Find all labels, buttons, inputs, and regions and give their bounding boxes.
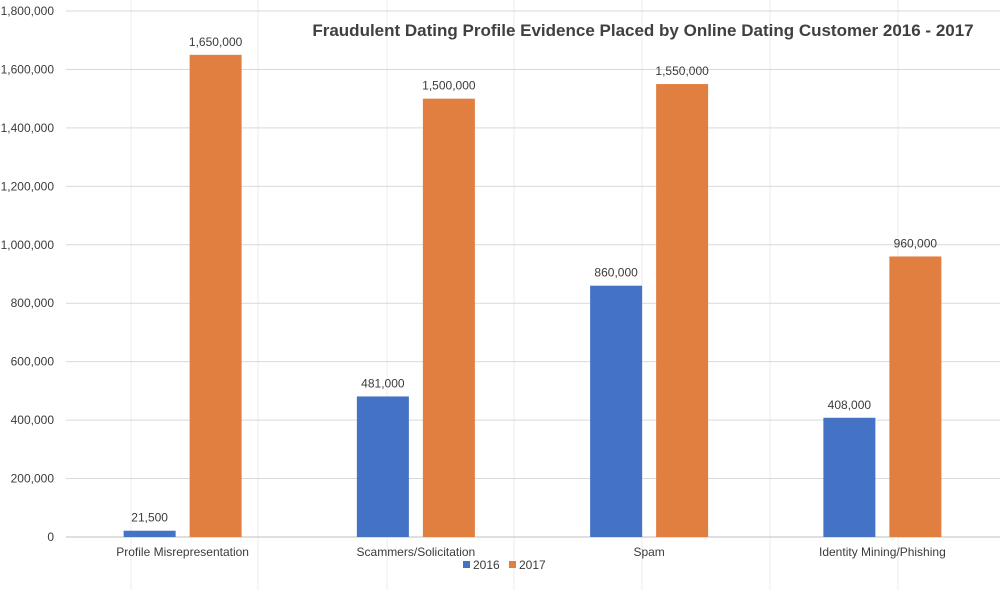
data-label: 1,550,000 — [655, 64, 709, 78]
bar-2016-3 — [823, 417, 876, 537]
axes: 0 200,000 400,000 600,000 800,000 1,000,000 1,… — [1, 4, 1000, 559]
legend-swatch-2017 — [509, 561, 516, 568]
data-label: 960,000 — [894, 236, 938, 250]
data-label: 408,000 — [828, 398, 872, 412]
y-tick-label: 800,000 — [11, 296, 55, 310]
y-tick-label: 600,000 — [11, 355, 55, 369]
bar-2016-2 — [590, 285, 643, 537]
bar-2017-1 — [422, 98, 475, 538]
y-tick-label: 400,000 — [11, 413, 55, 427]
data-label: 1,500,000 — [422, 79, 476, 93]
y-tick-label: 1,800,000 — [1, 4, 55, 18]
data-label: 21,500 — [131, 511, 168, 525]
data-label: 860,000 — [594, 266, 638, 280]
bar-2016-0 — [123, 530, 176, 537]
bar-2016-1 — [356, 396, 409, 537]
bar-2017-0 — [189, 54, 242, 537]
y-tick-label: 1,000,000 — [1, 238, 55, 252]
bar-2017-3 — [889, 256, 942, 537]
bars — [123, 54, 942, 538]
data-label: 481,000 — [361, 376, 405, 390]
x-tick-label: Scammers/Solicitation — [357, 545, 476, 559]
data-label: 1,650,000 — [189, 35, 243, 49]
legend-label: 2017 — [519, 558, 546, 572]
legend-swatch-2016 — [463, 561, 470, 568]
legend-label: 2016 — [473, 558, 500, 572]
data-labels: 21,500 1,650,000 481,000 1,500,000 860,000 1,… — [131, 35, 937, 525]
x-tick-label: Profile Misrepresentation — [116, 545, 249, 559]
y-tick-label: 1,200,000 — [1, 179, 55, 193]
y-tick-label: 1,600,000 — [1, 62, 55, 76]
bar-2017-2 — [656, 84, 709, 538]
chart-title: Fraudulent Dating Profile Evidence Place… — [312, 21, 973, 40]
legend: 2016 2017 — [463, 558, 546, 572]
y-tick-label: 200,000 — [11, 472, 55, 486]
y-tick-label: 1,400,000 — [1, 121, 55, 135]
y-tick-label: 0 — [47, 530, 54, 544]
x-tick-label: Identity Mining/Phishing — [819, 545, 946, 559]
x-tick-label: Spam — [633, 545, 664, 559]
